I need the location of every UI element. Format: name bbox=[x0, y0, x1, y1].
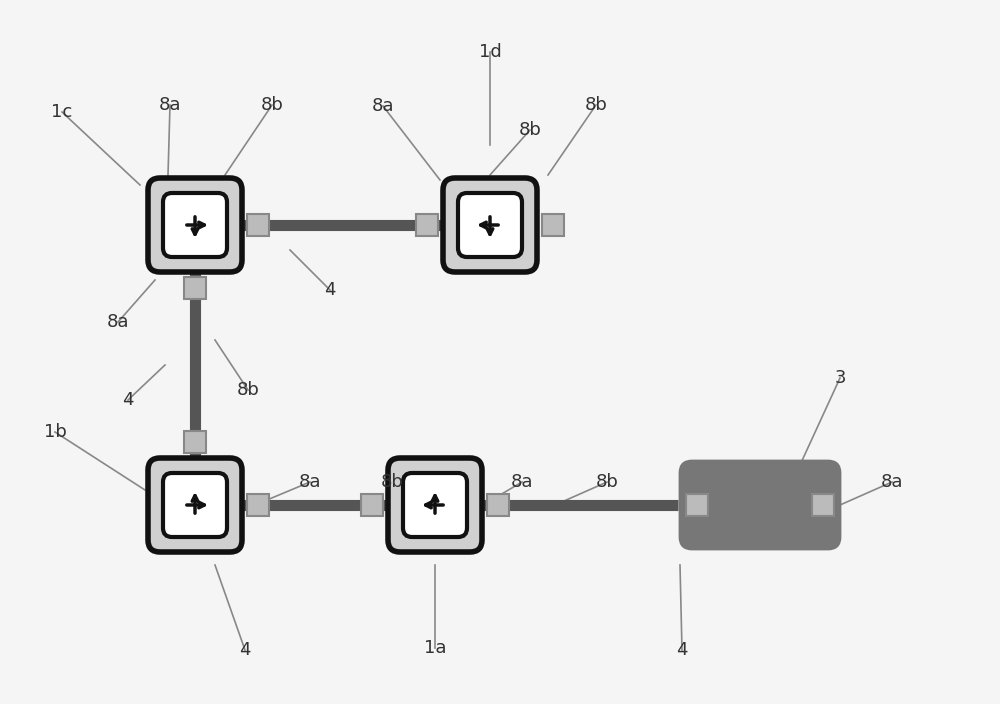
Text: 4: 4 bbox=[122, 391, 134, 409]
Text: 8b: 8b bbox=[519, 121, 541, 139]
FancyBboxPatch shape bbox=[148, 178, 242, 272]
Bar bbox=[812, 494, 834, 516]
Text: 1c: 1c bbox=[51, 103, 73, 121]
FancyBboxPatch shape bbox=[163, 473, 227, 537]
Text: 1b: 1b bbox=[44, 423, 66, 441]
Bar bbox=[184, 431, 206, 453]
Text: 8a: 8a bbox=[107, 313, 129, 331]
Text: 4: 4 bbox=[676, 641, 688, 659]
Text: 1a: 1a bbox=[424, 639, 446, 657]
Bar bbox=[184, 277, 206, 299]
FancyBboxPatch shape bbox=[458, 193, 522, 257]
Bar bbox=[247, 214, 269, 236]
Text: 4: 4 bbox=[239, 641, 251, 659]
FancyBboxPatch shape bbox=[443, 178, 537, 272]
FancyBboxPatch shape bbox=[388, 458, 482, 552]
Text: 8a: 8a bbox=[881, 473, 903, 491]
Bar bbox=[247, 494, 269, 516]
Bar bbox=[542, 214, 564, 236]
FancyBboxPatch shape bbox=[163, 193, 227, 257]
Text: 8a: 8a bbox=[511, 473, 533, 491]
Text: 8b: 8b bbox=[381, 473, 403, 491]
FancyBboxPatch shape bbox=[680, 461, 840, 549]
Text: 8b: 8b bbox=[237, 381, 259, 399]
Bar bbox=[686, 494, 708, 516]
Text: 8a: 8a bbox=[299, 473, 321, 491]
Bar bbox=[361, 494, 383, 516]
Text: 4: 4 bbox=[324, 281, 336, 299]
Text: 1d: 1d bbox=[479, 43, 501, 61]
Text: 8b: 8b bbox=[585, 96, 607, 114]
Text: 8b: 8b bbox=[596, 473, 618, 491]
FancyBboxPatch shape bbox=[403, 473, 467, 537]
Text: 8b: 8b bbox=[261, 96, 283, 114]
Bar bbox=[416, 214, 438, 236]
Text: 8a: 8a bbox=[372, 97, 394, 115]
FancyBboxPatch shape bbox=[148, 458, 242, 552]
Bar bbox=[487, 494, 509, 516]
Text: 3: 3 bbox=[834, 369, 846, 387]
Text: 8a: 8a bbox=[159, 96, 181, 114]
